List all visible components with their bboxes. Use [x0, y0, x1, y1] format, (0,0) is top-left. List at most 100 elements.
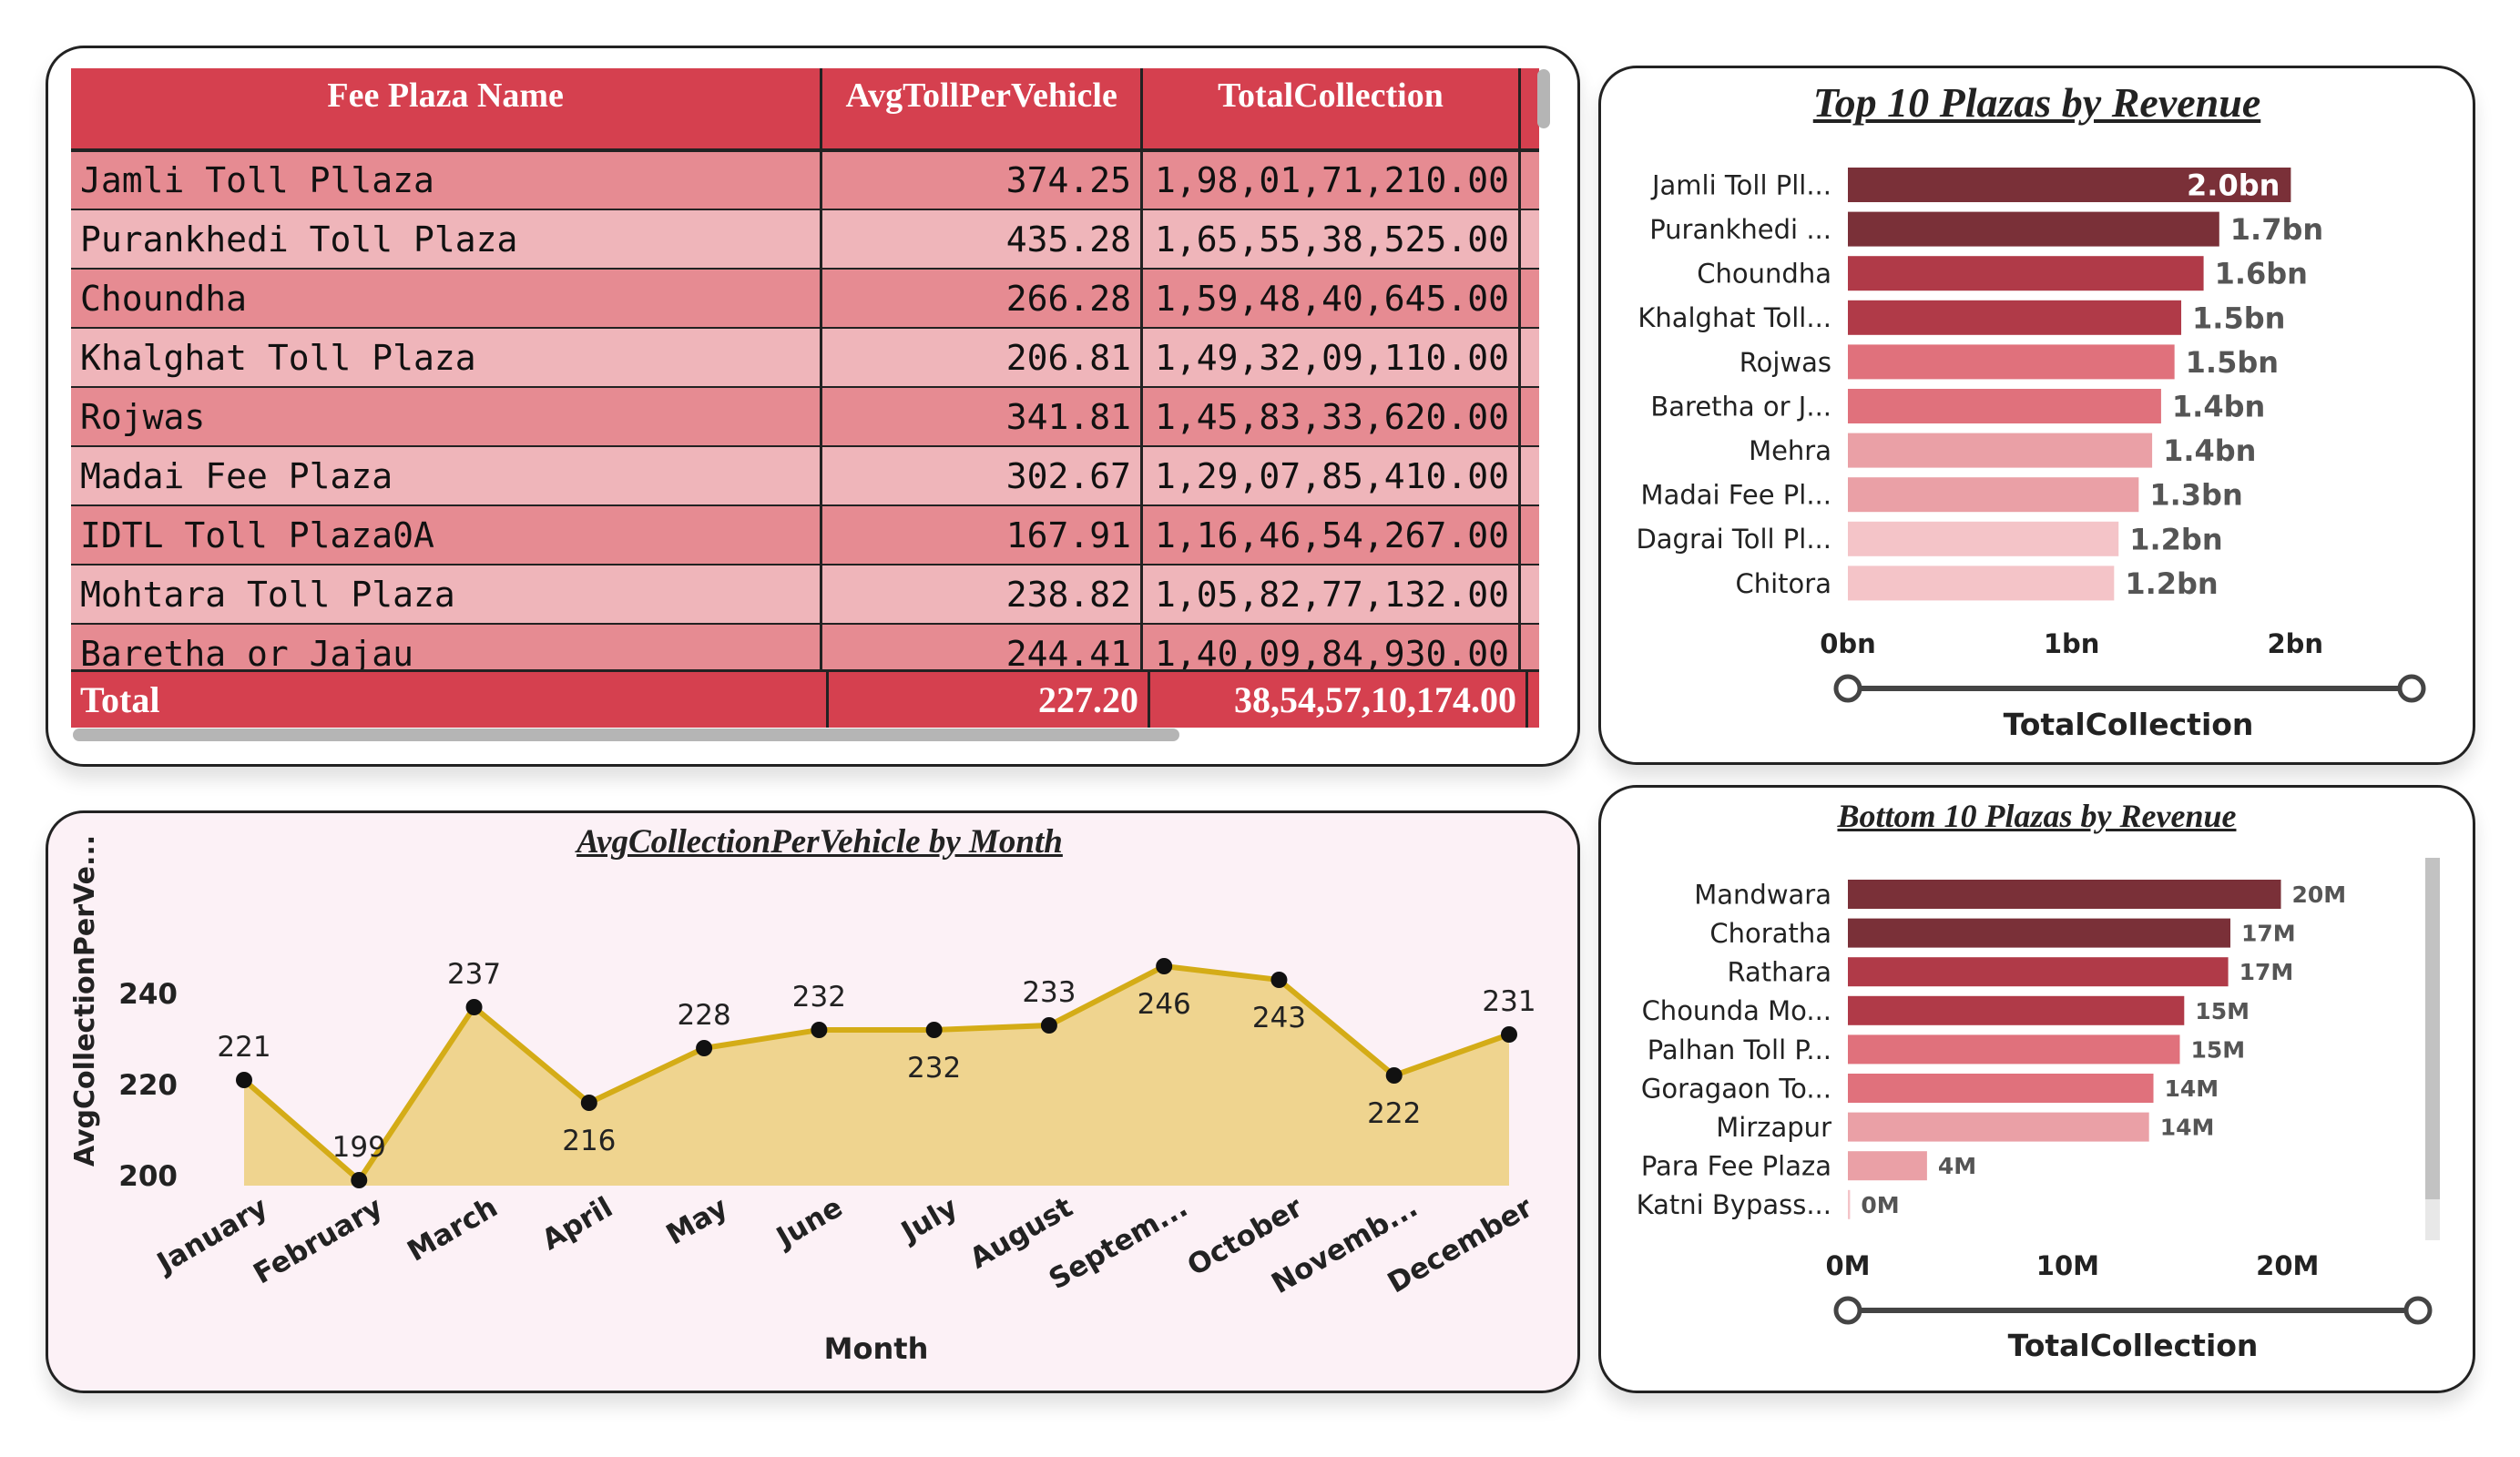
slider-end-handle[interactable] — [2403, 1296, 2433, 1325]
cell-total-collection: 1,29,07,85,410.00 — [1141, 446, 1521, 506]
x-tick-label: 1bn — [2044, 628, 2100, 659]
x-tick-label: 10M — [2036, 1250, 2099, 1281]
column-header-spacer — [1519, 68, 1539, 152]
cell-spacer — [1519, 505, 1539, 565]
data-point — [236, 1072, 252, 1088]
table-row[interactable]: Purankhedi Toll Plaza 435.28 1,65,55,38,52… — [71, 209, 1539, 270]
data-label: 232 — [792, 981, 846, 1014]
cell-spacer — [1519, 209, 1539, 270]
category-label: Baretha or J... — [1650, 391, 1831, 422]
data-point — [811, 1022, 828, 1038]
x-tick-label: 2bn — [2268, 628, 2324, 659]
table-row[interactable]: Khalghat Toll Plaza 206.81 1,49,32,09,110.… — [71, 328, 1539, 388]
bar — [1848, 957, 2229, 987]
cell-avg-toll: 238.82 — [821, 565, 1144, 625]
table-row[interactable]: Mohtara Toll Plaza 238.82 1,05,82,77,132.0… — [71, 565, 1539, 625]
table-horizontal-scrollbar[interactable] — [73, 728, 1179, 741]
bottom-10-bar-chart: Mandwara 20M Choratha 17M Rathara 17M Chounda … — [1637, 858, 2440, 1363]
data-label: 1.2bn — [2129, 522, 2222, 556]
slider-end-handle[interactable] — [2397, 674, 2426, 703]
bar — [1848, 168, 2291, 202]
bar — [1848, 211, 2219, 247]
y-axis-title: AvgCollectionPerVe... — [69, 835, 101, 1167]
data-label: 1.6bn — [2215, 257, 2308, 291]
category-label: Goragaon To... — [1641, 1073, 1831, 1104]
slider-start-handle[interactable] — [1833, 674, 1862, 703]
slider-start-handle[interactable] — [1833, 1296, 1862, 1325]
cell-plaza-name: Rojwas — [71, 387, 823, 447]
category-label: Purankhedi ... — [1649, 214, 1831, 245]
bar — [1848, 300, 2182, 335]
data-point — [351, 1172, 368, 1188]
top-chart-title: Top 10 Plazas by Revenue — [1812, 79, 2261, 126]
cell-total-collection: 1,59,48,40,645.00 — [1141, 269, 1521, 329]
plaza-table: Fee Plaza Name AvgTollPerVehicle TotalCo… — [71, 68, 1539, 684]
table-row[interactable]: IDTL Toll Plaza0A 167.91 1,16,46,54,267.00 — [71, 505, 1539, 565]
table-row[interactable]: Madai Fee Plaza 302.67 1,29,07,85,410.00 — [71, 446, 1539, 506]
category-label: Para Fee Plaza — [1641, 1151, 1831, 1182]
category-label: Chounda Mo... — [1642, 995, 1831, 1026]
bar — [1848, 344, 2175, 380]
column-header-total-collection[interactable]: TotalCollection — [1141, 68, 1521, 152]
cell-total-collection: 1,49,32,09,110.00 — [1141, 328, 1521, 388]
cell-plaza-name: Mohtara Toll Plaza — [71, 565, 823, 625]
x-tick-label: April — [536, 1191, 618, 1258]
data-label: 221 — [217, 1031, 270, 1064]
bottom-chart-scroll-thumb[interactable] — [2425, 858, 2440, 1199]
area-fill — [244, 966, 1509, 1186]
data-label: 17M — [2239, 959, 2294, 985]
data-label: 1.4bn — [2163, 433, 2256, 468]
bar — [1848, 1151, 1927, 1181]
y-tick-label: 240 — [118, 978, 178, 1011]
bar — [1848, 1112, 2149, 1142]
x-tick-label: June — [770, 1191, 848, 1256]
data-label: 1.4bn — [2172, 390, 2265, 424]
cell-plaza-name: Madai Fee Plaza — [71, 446, 823, 506]
category-label: Madai Fee Pl... — [1641, 480, 1831, 511]
x-axis-title: Month — [824, 1331, 929, 1366]
data-point — [696, 1040, 713, 1056]
cell-plaza-name: Purankhedi Toll Plaza — [71, 209, 823, 270]
cell-spacer — [1519, 269, 1539, 329]
x-tick-label: 0bn — [1820, 628, 1876, 659]
data-label: 17M — [2241, 921, 2296, 947]
bar — [1848, 521, 2119, 556]
data-label: 237 — [447, 958, 501, 991]
data-label: 20M — [2292, 881, 2347, 908]
column-header-avg-toll[interactable]: AvgTollPerVehicle — [821, 68, 1144, 152]
cell-spacer — [1519, 328, 1539, 388]
data-label: 1.7bn — [2230, 212, 2323, 247]
table-total-row: Total 227.20 38,54,57,10,174.00 — [71, 669, 1539, 728]
bottom-chart-title: Bottom 10 Plazas by Revenue — [1837, 798, 2237, 834]
cell-avg-toll: 302.67 — [821, 446, 1144, 506]
data-label: 199 — [332, 1131, 386, 1164]
category-label: Chitora — [1736, 568, 1832, 599]
plaza-table-viewport[interactable]: Fee Plaza Name AvgTollPerVehicle TotalCo… — [71, 68, 1539, 726]
data-label: 246 — [1138, 988, 1191, 1021]
cell-spacer — [1519, 387, 1539, 447]
table-row[interactable]: Choundha 266.28 1,59,48,40,645.00 — [71, 269, 1539, 329]
category-label: Choratha — [1709, 918, 1831, 949]
x-tick-label: May — [661, 1191, 734, 1252]
bar — [1848, 389, 2161, 423]
bar — [1848, 995, 2185, 1025]
category-label: Dagrai Toll Pl... — [1636, 524, 1831, 555]
data-label: 14M — [2165, 1075, 2219, 1102]
column-header-fee-plaza-name[interactable]: Fee Plaza Name — [71, 68, 823, 152]
table-row[interactable]: Rojwas 341.81 1,45,83,33,620.00 — [71, 387, 1539, 447]
series-line — [242, 963, 1511, 1183]
bar — [1848, 1189, 1851, 1219]
data-label: 0M — [1861, 1192, 1899, 1218]
category-label: Mirzapur — [1716, 1112, 1831, 1143]
table-row[interactable]: Jamli Toll Pllaza 374.25 1,98,01,71,210.00 — [71, 150, 1539, 210]
top-10-bar-chart: Jamli Toll Pll... 2.0bn Purankhedi ... 1.7b… — [1636, 168, 2426, 742]
cell-total-collection: 1,16,46,54,267.00 — [1141, 505, 1521, 565]
data-point — [1385, 1067, 1403, 1084]
cell-total-collection: 1,65,55,38,525.00 — [1141, 209, 1521, 270]
data-point — [1270, 972, 1288, 988]
data-label: 1.5bn — [2192, 301, 2285, 335]
table-vertical-scrollbar[interactable] — [1537, 69, 1550, 128]
data-label: 1.2bn — [2125, 566, 2218, 601]
category-label: Palhan Toll P... — [1648, 1034, 1831, 1065]
data-label: 232 — [907, 1052, 961, 1085]
